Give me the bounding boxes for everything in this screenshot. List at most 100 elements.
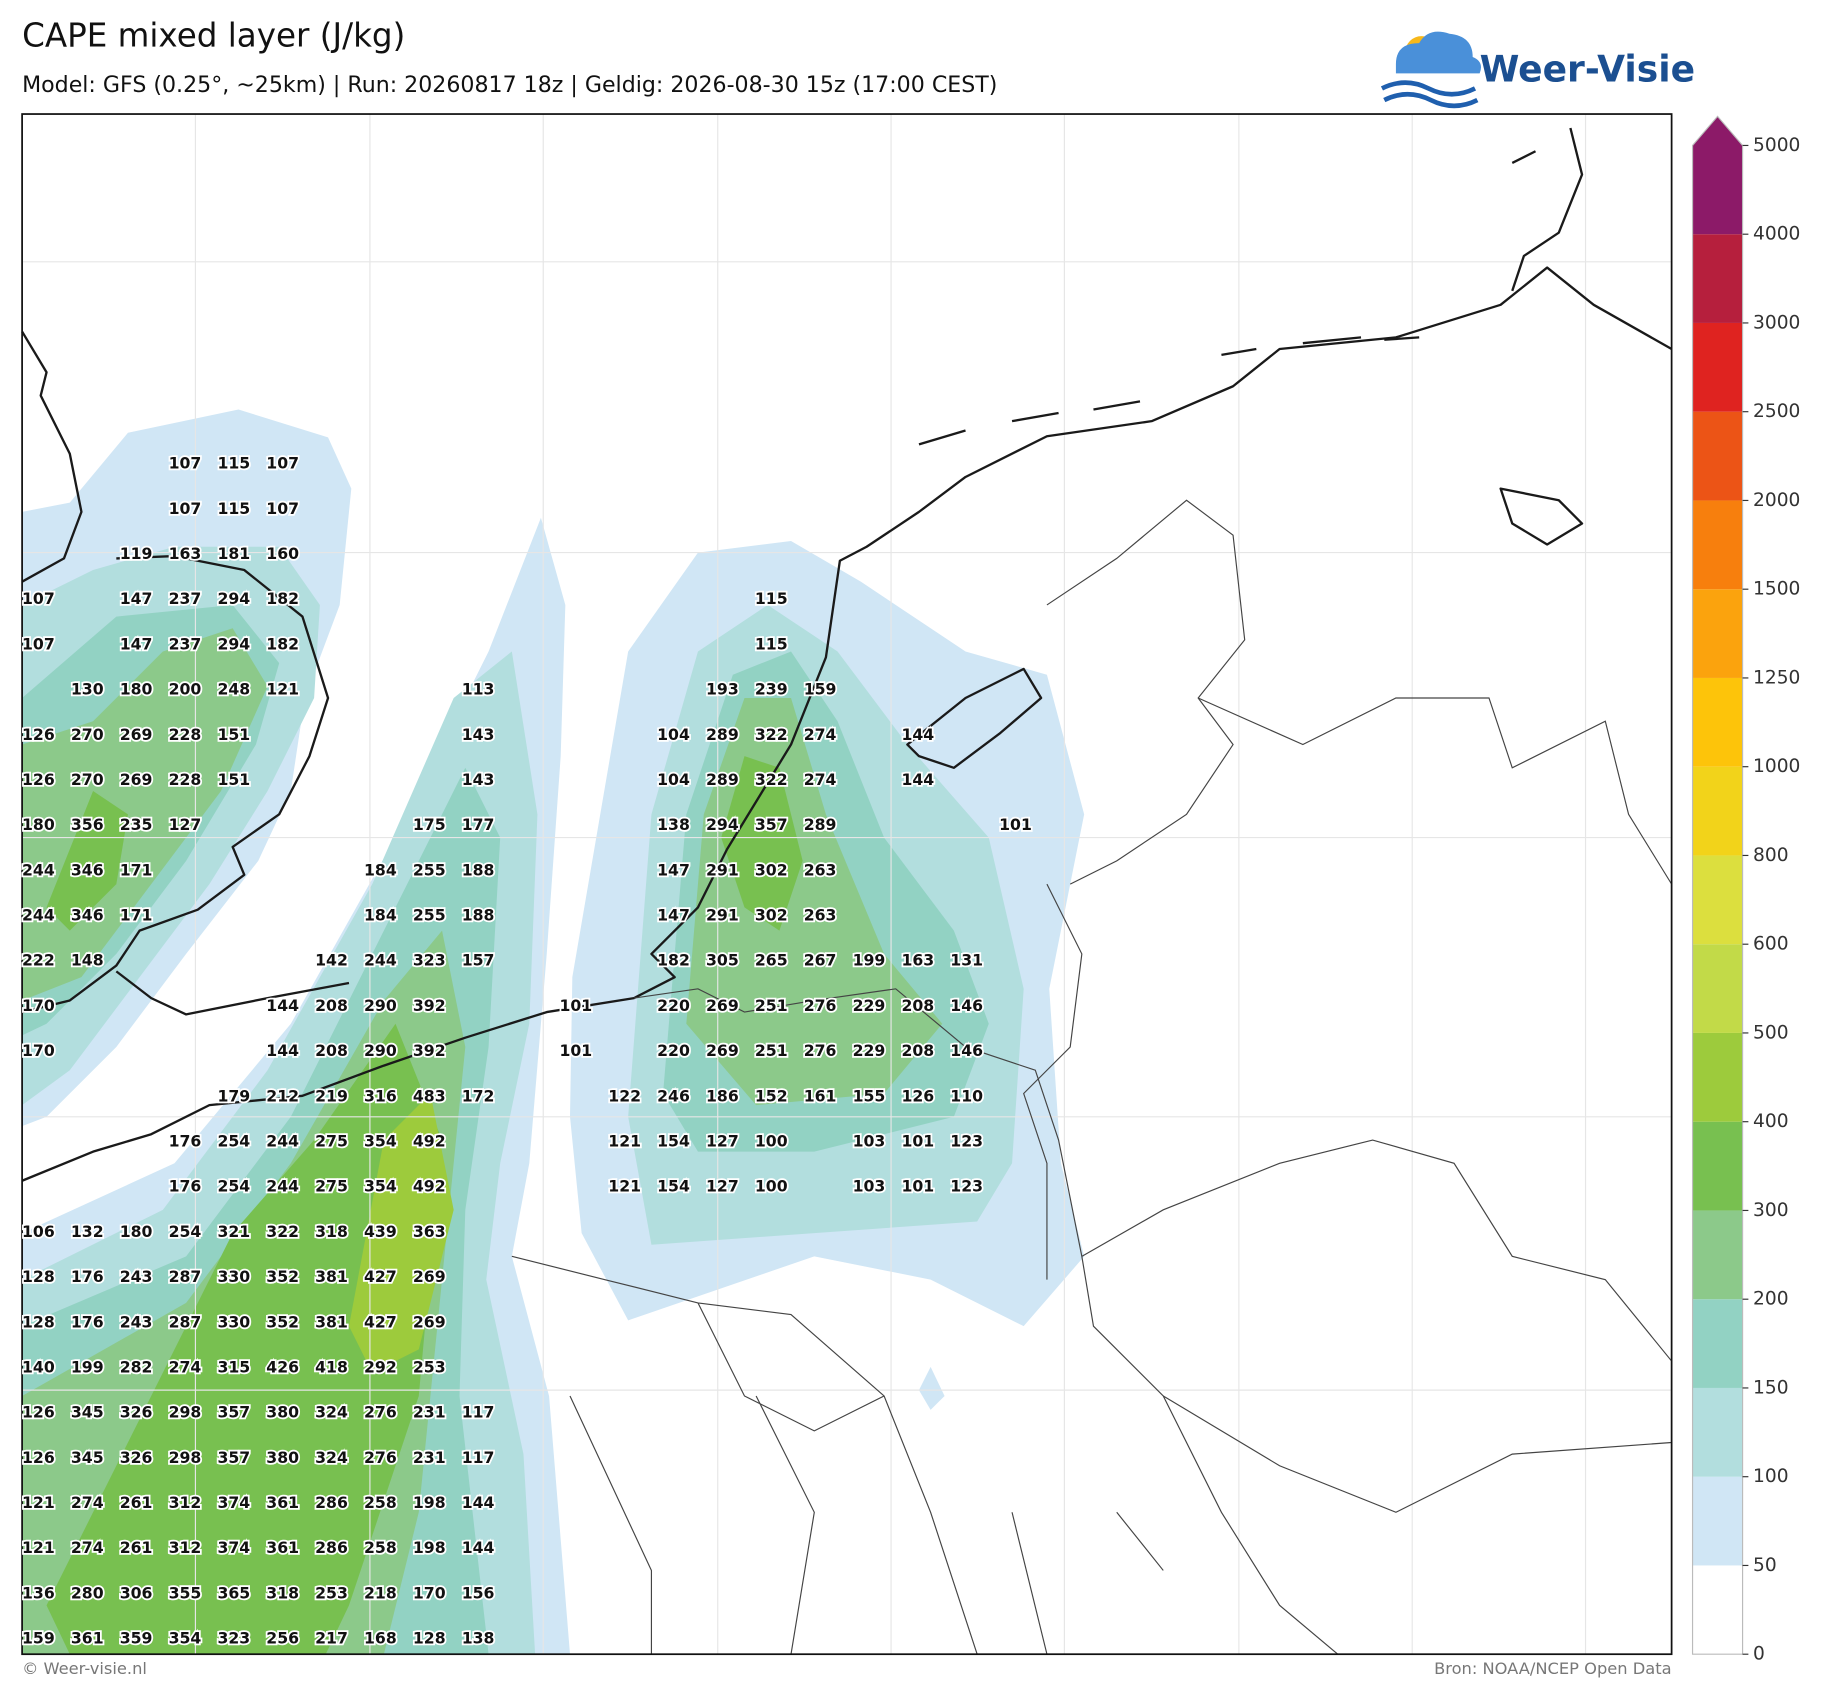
cape-value: 100 bbox=[755, 1132, 788, 1151]
cape-value: 269 bbox=[706, 1041, 739, 1060]
colorbar-tick-label: 300 bbox=[1753, 1200, 1789, 1221]
cape-value: 231 bbox=[413, 1403, 446, 1422]
cape-value: 315 bbox=[217, 1357, 250, 1376]
cape-value: 151 bbox=[217, 770, 250, 789]
cape-value: 144 bbox=[266, 996, 299, 1015]
cape-value: 180 bbox=[120, 680, 153, 699]
cape-value: 392 bbox=[413, 996, 446, 1015]
cape-value: 182 bbox=[266, 634, 299, 653]
cape-value: 243 bbox=[120, 1267, 153, 1286]
cape-value: 123 bbox=[950, 1177, 983, 1196]
colorbar-tick-label: 100 bbox=[1753, 1466, 1789, 1487]
cape-value: 280 bbox=[71, 1583, 104, 1602]
cape-value: 346 bbox=[71, 906, 104, 925]
cape-value: 146 bbox=[950, 996, 983, 1015]
cape-value: 427 bbox=[364, 1312, 397, 1331]
cape-value: 151 bbox=[217, 725, 250, 744]
cape-value: 251 bbox=[755, 1041, 788, 1060]
cape-value: 126 bbox=[22, 1448, 55, 1467]
cape-value: 155 bbox=[853, 1086, 886, 1105]
logo-text: Weer-Visie bbox=[1480, 48, 1695, 90]
footer-left: © Weer-visie.nl bbox=[22, 1659, 147, 1678]
cape-value: 269 bbox=[413, 1312, 446, 1331]
cape-value: 176 bbox=[169, 1132, 202, 1151]
cape-value: 290 bbox=[364, 1041, 397, 1060]
cape-value: 130 bbox=[71, 680, 104, 699]
cape-value: 200 bbox=[169, 680, 202, 699]
cape-value: 107 bbox=[266, 499, 299, 518]
cape-value: 188 bbox=[462, 906, 495, 925]
cape-value: 261 bbox=[120, 1538, 153, 1557]
cape-value: 103 bbox=[853, 1177, 886, 1196]
cape-value: 229 bbox=[853, 996, 886, 1015]
cape-value: 121 bbox=[266, 680, 299, 699]
cape-value: 126 bbox=[901, 1086, 934, 1105]
cape-shading bbox=[22, 409, 1085, 1655]
cape-value: 363 bbox=[413, 1222, 446, 1241]
cape-value: 170 bbox=[22, 996, 55, 1015]
cape-value: 198 bbox=[413, 1493, 446, 1512]
cape-value: 298 bbox=[169, 1403, 202, 1422]
cape-value: 184 bbox=[364, 906, 397, 925]
cape-value: 426 bbox=[266, 1357, 299, 1376]
colorbar-tick-label: 500 bbox=[1753, 1022, 1789, 1043]
colorbar-segment bbox=[1692, 322, 1743, 412]
cape-value: 144 bbox=[901, 770, 934, 789]
cape-value: 128 bbox=[22, 1312, 55, 1331]
cape-value: 312 bbox=[169, 1493, 202, 1512]
cape-value: 154 bbox=[657, 1177, 690, 1196]
cape-value: 193 bbox=[706, 680, 739, 699]
cape-value: 291 bbox=[706, 906, 739, 925]
cape-value: 322 bbox=[755, 770, 788, 789]
cape-value: 163 bbox=[169, 544, 202, 563]
cape-value: 159 bbox=[804, 680, 837, 699]
cape-value: 492 bbox=[413, 1177, 446, 1196]
cape-value: 274 bbox=[169, 1357, 202, 1376]
cape-value: 326 bbox=[120, 1403, 153, 1422]
cape-value: 294 bbox=[706, 815, 739, 834]
cape-value: 113 bbox=[462, 680, 495, 699]
cape-value: 163 bbox=[901, 951, 934, 970]
cape-value: 244 bbox=[22, 860, 55, 879]
colorbar-tick-label: 200 bbox=[1753, 1289, 1789, 1310]
colorbar-segment bbox=[1692, 1565, 1743, 1655]
cape-value: 255 bbox=[413, 860, 446, 879]
cape-value: 122 bbox=[608, 1086, 641, 1105]
logo: Weer-Visie bbox=[1380, 31, 1695, 109]
cape-value: 269 bbox=[120, 770, 153, 789]
cape-value: 126 bbox=[22, 770, 55, 789]
cape-value: 126 bbox=[22, 1403, 55, 1422]
cape-value: 107 bbox=[22, 634, 55, 653]
cape-value: 231 bbox=[413, 1448, 446, 1467]
cape-value: 175 bbox=[413, 815, 446, 834]
cape-value: 136 bbox=[22, 1583, 55, 1602]
cape-value: 318 bbox=[266, 1583, 299, 1602]
cape-value: 323 bbox=[217, 1629, 250, 1648]
cape-value: 294 bbox=[217, 589, 250, 608]
cape-value: 286 bbox=[315, 1538, 348, 1557]
subtitle: Model: GFS (0.25°, ~25km) | Run: 2026081… bbox=[22, 72, 997, 98]
cape-value: 289 bbox=[804, 815, 837, 834]
colorbar-tick-label: 2000 bbox=[1753, 490, 1800, 511]
cape-value: 276 bbox=[804, 1041, 837, 1060]
colorbar-segment bbox=[1692, 1299, 1743, 1388]
cape-value: 228 bbox=[169, 725, 202, 744]
cape-value: 306 bbox=[120, 1583, 153, 1602]
cape-value: 142 bbox=[315, 951, 348, 970]
cape-value: 392 bbox=[413, 1041, 446, 1060]
colorbar-extend bbox=[1692, 116, 1743, 146]
cape-value: 138 bbox=[657, 815, 690, 834]
cape-value: 292 bbox=[364, 1357, 397, 1376]
cape-value: 104 bbox=[657, 725, 690, 744]
cape-value: 143 bbox=[462, 770, 495, 789]
cape-value: 254 bbox=[217, 1132, 250, 1151]
cape-value: 208 bbox=[315, 996, 348, 1015]
cape-value: 198 bbox=[413, 1538, 446, 1557]
cape-value: 244 bbox=[266, 1132, 299, 1151]
cape-value: 322 bbox=[266, 1222, 299, 1241]
cape-value: 380 bbox=[266, 1403, 299, 1422]
cape-value: 289 bbox=[706, 725, 739, 744]
cape-value: 184 bbox=[364, 860, 397, 879]
cape-value: 103 bbox=[853, 1132, 886, 1151]
